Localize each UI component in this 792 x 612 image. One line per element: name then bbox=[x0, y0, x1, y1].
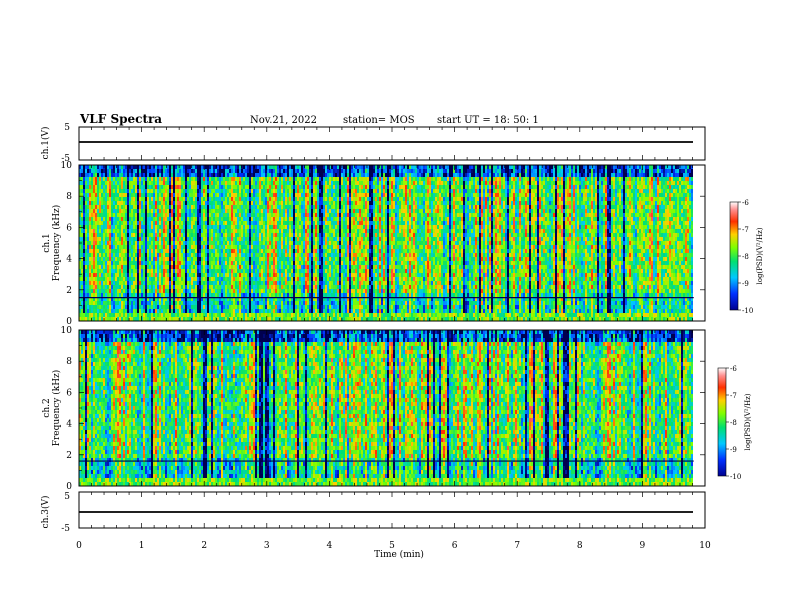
freq-tick-label: 6 bbox=[66, 388, 72, 398]
ch2-colorbar: -6 -7 -8 -9 -10 log(PSD)(V²/Hz) bbox=[717, 365, 752, 481]
ch1-waveform-frame bbox=[78, 126, 706, 161]
x-tick-label: 10 bbox=[699, 541, 711, 551]
x-tick-label: 8 bbox=[577, 541, 583, 551]
x-axis-ticks bbox=[78, 127, 706, 528]
ch2-spectrogram-panel: 0 2 4 6 8 10 ch.2 Frequency (kHz) bbox=[42, 326, 706, 492]
colorbar-tick-label: -6 bbox=[730, 365, 737, 373]
colorbar-tick-label: -6 bbox=[742, 199, 749, 207]
x-tick-label: 7 bbox=[514, 541, 520, 551]
freq-tick-label: 8 bbox=[66, 357, 72, 367]
figure-title: VLF Spectra bbox=[79, 112, 162, 126]
ch2-spectrogram-image bbox=[79, 330, 705, 486]
ch1-wave-tick-bottom: -5 bbox=[61, 154, 70, 164]
x-tick-label: 3 bbox=[264, 541, 270, 551]
colorbar-tick-label: -10 bbox=[742, 307, 753, 315]
ch2-waveform-panel: 5 -5 ch.3(V) bbox=[40, 491, 706, 534]
x-tick-label: 6 bbox=[452, 541, 458, 551]
ch1-colorbar: -6 -7 -8 -9 -10 log(PSD)(V²/Hz) bbox=[729, 199, 764, 315]
start-time-label: start UT = 18: 50: 1 bbox=[437, 115, 539, 126]
ch2-colorbar-scale bbox=[717, 367, 727, 477]
x-tick-label: 5 bbox=[389, 541, 395, 551]
ch2-waveform-frame bbox=[78, 491, 706, 529]
colorbar-tick-label: -9 bbox=[742, 280, 749, 288]
ch1-waveform-panel: 5 -5 ch.1(V) bbox=[40, 123, 706, 164]
freq-tick-label: 0 bbox=[66, 482, 72, 492]
ch1-wave-tick-top: 5 bbox=[64, 123, 70, 133]
colorbar-tick-label: -7 bbox=[742, 226, 749, 234]
ch2-wave-tick-top: 5 bbox=[64, 492, 70, 502]
colorbar-tick-label: -10 bbox=[730, 473, 741, 481]
x-tick-label: 0 bbox=[76, 541, 82, 551]
freq-tick-label: 2 bbox=[66, 451, 72, 461]
x-tick-label: 2 bbox=[201, 541, 207, 551]
ch1-spec-ylabel-line1: ch.1 bbox=[42, 233, 52, 252]
ch2-wave-tick-bottom: -5 bbox=[61, 524, 70, 534]
x-tick-label: 1 bbox=[139, 541, 145, 551]
ch2-spec-ylabel-line1: ch.2 bbox=[42, 398, 52, 417]
ch1-spec-ylabel-line2: Frequency (kHz) bbox=[51, 205, 62, 282]
freq-tick-label: 2 bbox=[66, 286, 72, 296]
colorbar-tick-label: -7 bbox=[730, 392, 737, 400]
ch2-wave-ylabel: ch.3(V) bbox=[40, 496, 51, 529]
freq-tick-label: 10 bbox=[61, 326, 73, 336]
ch2-colorbar-label: log(PSD)(V²/Hz) bbox=[744, 393, 752, 450]
ch1-colorbar-scale bbox=[729, 201, 739, 311]
x-tick-label: 4 bbox=[327, 541, 333, 551]
ch1-wave-ylabel: ch.1(V) bbox=[40, 127, 51, 160]
freq-tick-label: 4 bbox=[66, 255, 72, 265]
freq-tick-label: 6 bbox=[66, 223, 72, 233]
ch1-spectrogram-panel: 0 2 4 6 8 10 ch.1 Frequency (kHz) bbox=[42, 161, 706, 327]
x-axis-tick-labels: 0 1 2 3 4 5 6 7 8 9 10 bbox=[76, 541, 711, 551]
colorbar-tick-label: -8 bbox=[730, 419, 737, 427]
freq-tick-label: 10 bbox=[61, 161, 73, 171]
ch1-colorbar-label: log(PSD)(V²/Hz) bbox=[756, 227, 764, 284]
ch1-spectrogram-image bbox=[79, 165, 705, 321]
freq-tick-label: 4 bbox=[66, 420, 72, 430]
x-axis-label: Time (min) bbox=[374, 549, 424, 560]
freq-tick-label: 0 bbox=[66, 317, 72, 327]
ch2-spec-ylabel-line2: Frequency (kHz) bbox=[51, 370, 62, 447]
colorbar-tick-label: -9 bbox=[730, 446, 737, 454]
colorbar-tick-label: -8 bbox=[742, 253, 749, 261]
station-label: station= MOS bbox=[343, 115, 415, 126]
x-tick-label: 9 bbox=[640, 541, 646, 551]
date-label: Nov.21, 2022 bbox=[250, 115, 317, 126]
freq-tick-label: 8 bbox=[66, 192, 72, 202]
